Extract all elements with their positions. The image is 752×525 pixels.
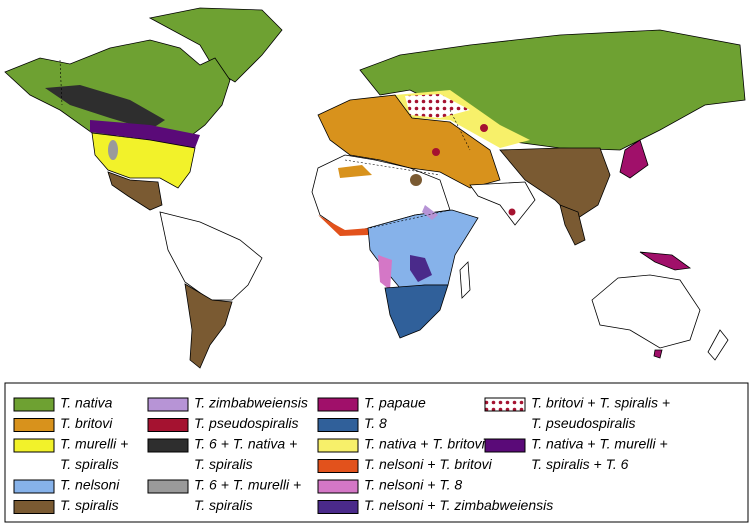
region-nativa-murelli [90, 120, 200, 148]
new-zealand [707, 329, 729, 361]
legend-swatch [317, 438, 359, 453]
legend-label: T. spiralis [194, 456, 253, 472]
legend-label: T. pseudospiralis [531, 415, 636, 431]
legend-label: T. murelli + [60, 436, 128, 452]
legend-swatch [13, 438, 55, 453]
legend-label: T. britovi [60, 415, 113, 431]
legend-swatch [317, 418, 359, 432]
south-america-north [159, 211, 263, 301]
japan [619, 139, 649, 179]
legend-label: T. spiralis [60, 456, 119, 472]
region-pseudospiralis [480, 124, 488, 132]
legend-swatch [317, 500, 359, 514]
south-america-south [184, 283, 233, 369]
legend-label: T. britovi + T. spiralis + [531, 395, 670, 411]
greenland [148, 7, 283, 83]
region-nelsoni-zimbabweiensis [410, 255, 432, 282]
region-zimbabweiensis [422, 205, 438, 220]
region-pseudospiralis [432, 148, 440, 156]
china [499, 147, 611, 221]
legend-label: T. nelsoni + T. britovi [364, 456, 493, 472]
southeast-asia [559, 204, 586, 246]
legend-label: T. 6 + T. nativa + [194, 436, 297, 452]
legend-swatch [147, 479, 189, 494]
legend-swatch [484, 397, 526, 412]
legend-swatch [147, 397, 189, 412]
region-nelsoni-8 [378, 255, 392, 290]
region-nelsoni-britovi [318, 215, 370, 236]
legend-swatch [147, 438, 189, 453]
north-america-north [4, 39, 231, 136]
region-britovi-nafrica [338, 165, 372, 178]
legend-label: T. nativa + T. murelli + [531, 436, 668, 452]
region-spiralis-egypt [410, 174, 422, 186]
legend-label: T. spiralis + T. 6 [531, 456, 629, 472]
legend-label: T. nelsoni [60, 477, 120, 493]
madagascar [459, 261, 471, 299]
usa [91, 132, 196, 189]
legend: T. nativa T. britovi T. murelli + T. spiral… [13, 395, 670, 514]
legend-label: T. spiralis [60, 497, 119, 513]
legend-label: T. spiralis [194, 497, 253, 513]
region-t6-nativa-spiralis [45, 85, 165, 130]
legend-swatch [13, 479, 55, 494]
world-map [4, 7, 746, 369]
mexico [107, 171, 163, 211]
legend-swatch [13, 397, 55, 412]
legend-label: T. papaue [364, 395, 426, 411]
region-pseudospiralis [508, 208, 516, 216]
legend-swatch [147, 418, 189, 432]
legend-label: T. nativa [60, 395, 113, 411]
legend-swatch [484, 438, 526, 453]
australia [591, 274, 701, 349]
legend-label: T. nativa + T. britovi [364, 436, 486, 452]
region-dotted [405, 94, 470, 118]
legend-swatch [317, 479, 359, 494]
legend-label: T. nelsoni + T. zimbabweiensis [364, 497, 553, 513]
legend-swatch [13, 418, 55, 432]
legend-label: T. pseudospiralis [194, 415, 299, 431]
legend-label: T. nelsoni + T. 8 [364, 477, 462, 493]
legend-label: T. 8 [364, 415, 387, 431]
legend-box [4, 382, 749, 523]
south-africa [384, 284, 449, 339]
legend-swatch [317, 397, 359, 412]
india [469, 181, 536, 226]
legend-label: T. zimbabweiensis [194, 395, 308, 411]
legend-swatch [317, 459, 359, 473]
legend-label: T. 6 + T. murelli + [194, 477, 301, 493]
legend-swatch [13, 500, 55, 514]
new-guinea [639, 251, 692, 271]
region-t6-murelli [108, 140, 118, 160]
tasmania [653, 349, 663, 359]
